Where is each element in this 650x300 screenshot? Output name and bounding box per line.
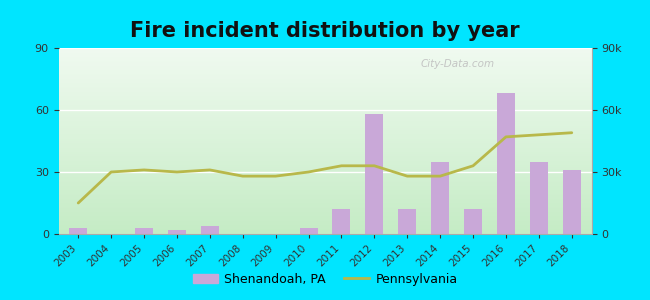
Bar	[563, 170, 581, 234]
Text: City-Data.com: City-Data.com	[421, 59, 495, 69]
Bar	[398, 209, 416, 234]
Bar	[69, 228, 87, 234]
Bar	[168, 230, 186, 234]
Bar	[365, 114, 383, 234]
Bar	[530, 162, 548, 234]
Text: Fire incident distribution by year: Fire incident distribution by year	[130, 21, 520, 41]
Bar	[300, 228, 318, 234]
Legend: Shenandoah, PA, Pennsylvania: Shenandoah, PA, Pennsylvania	[187, 268, 463, 291]
Bar	[135, 228, 153, 234]
Bar	[497, 94, 515, 234]
Bar	[201, 226, 219, 234]
Bar	[431, 162, 449, 234]
Bar	[332, 209, 350, 234]
Bar	[464, 209, 482, 234]
